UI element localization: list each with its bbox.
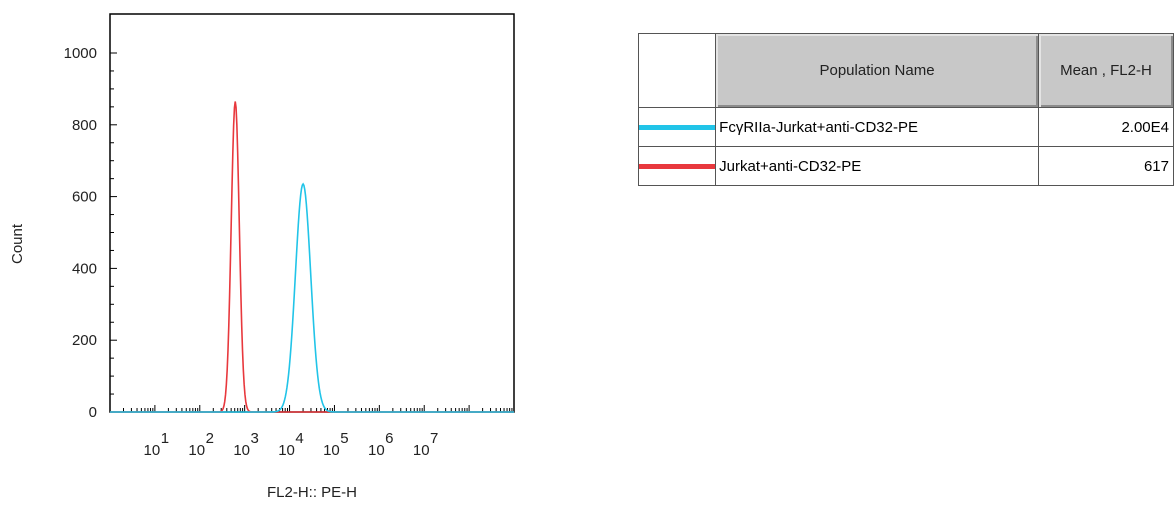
- legend-row: FcγRIIa-Jurkat+anti-CD32-PE 2.00E4: [637, 107, 1174, 147]
- x-tick-label: 10: [144, 442, 161, 459]
- x-tick-exponent: 5: [340, 430, 348, 447]
- series-layer: [110, 101, 514, 413]
- x-axis-title: FL2-H:: PE-H: [267, 484, 357, 501]
- population-name-header[interactable]: Population Name: [715, 33, 1039, 108]
- legend-swatch-cell: [637, 107, 717, 147]
- population-name: Jurkat+anti-CD32-PE: [715, 146, 1039, 186]
- legend-swatch: [639, 125, 716, 130]
- legend-row: Jurkat+anti-CD32-PE 617: [637, 146, 1174, 186]
- x-tick-exponent: 7: [430, 430, 438, 447]
- x-tick-label: 10: [233, 442, 250, 459]
- series-line: [110, 182, 514, 413]
- y-tick-label: 0: [89, 404, 97, 421]
- legend-header-blank: [637, 33, 717, 108]
- x-tick-exponent: 3: [250, 430, 258, 447]
- legend-swatch: [639, 164, 716, 169]
- population-mean: 2.00E4: [1037, 107, 1174, 147]
- x-tick-label: 10: [188, 442, 205, 459]
- x-tick-exponent: 6: [385, 430, 393, 447]
- legend-swatch-cell: [637, 146, 717, 186]
- x-tick-exponent: 4: [295, 430, 303, 447]
- y-tick-label: 400: [72, 260, 97, 277]
- y-axis-title: Count: [9, 223, 26, 264]
- x-tick-exponent: 1: [161, 430, 169, 447]
- y-axis: 0 200 400 600 800 1000: [64, 45, 117, 421]
- x-tick-label: 10: [368, 442, 385, 459]
- y-tick-label: 600: [72, 189, 97, 206]
- y-tick-label: 200: [72, 332, 97, 349]
- x-tick-exponent: 2: [206, 430, 214, 447]
- mean-fl2-h-header[interactable]: Mean , FL2-H: [1037, 33, 1174, 108]
- population-name: FcγRIIa-Jurkat+anti-CD32-PE: [715, 107, 1039, 147]
- plot-frame: [109, 13, 515, 413]
- x-tick-label: 10: [278, 442, 295, 459]
- population-mean: 617: [1037, 146, 1174, 186]
- population-legend-table: Population Name Mean , FL2-H FcγRIIa-Jur…: [637, 33, 1174, 186]
- x-tick-label: 10: [323, 442, 340, 459]
- x-tick-label: 10: [413, 442, 430, 459]
- y-tick-label: 1000: [64, 45, 97, 62]
- legend-header-row: Population Name Mean , FL2-H: [637, 33, 1174, 108]
- y-tick-label: 800: [72, 117, 97, 134]
